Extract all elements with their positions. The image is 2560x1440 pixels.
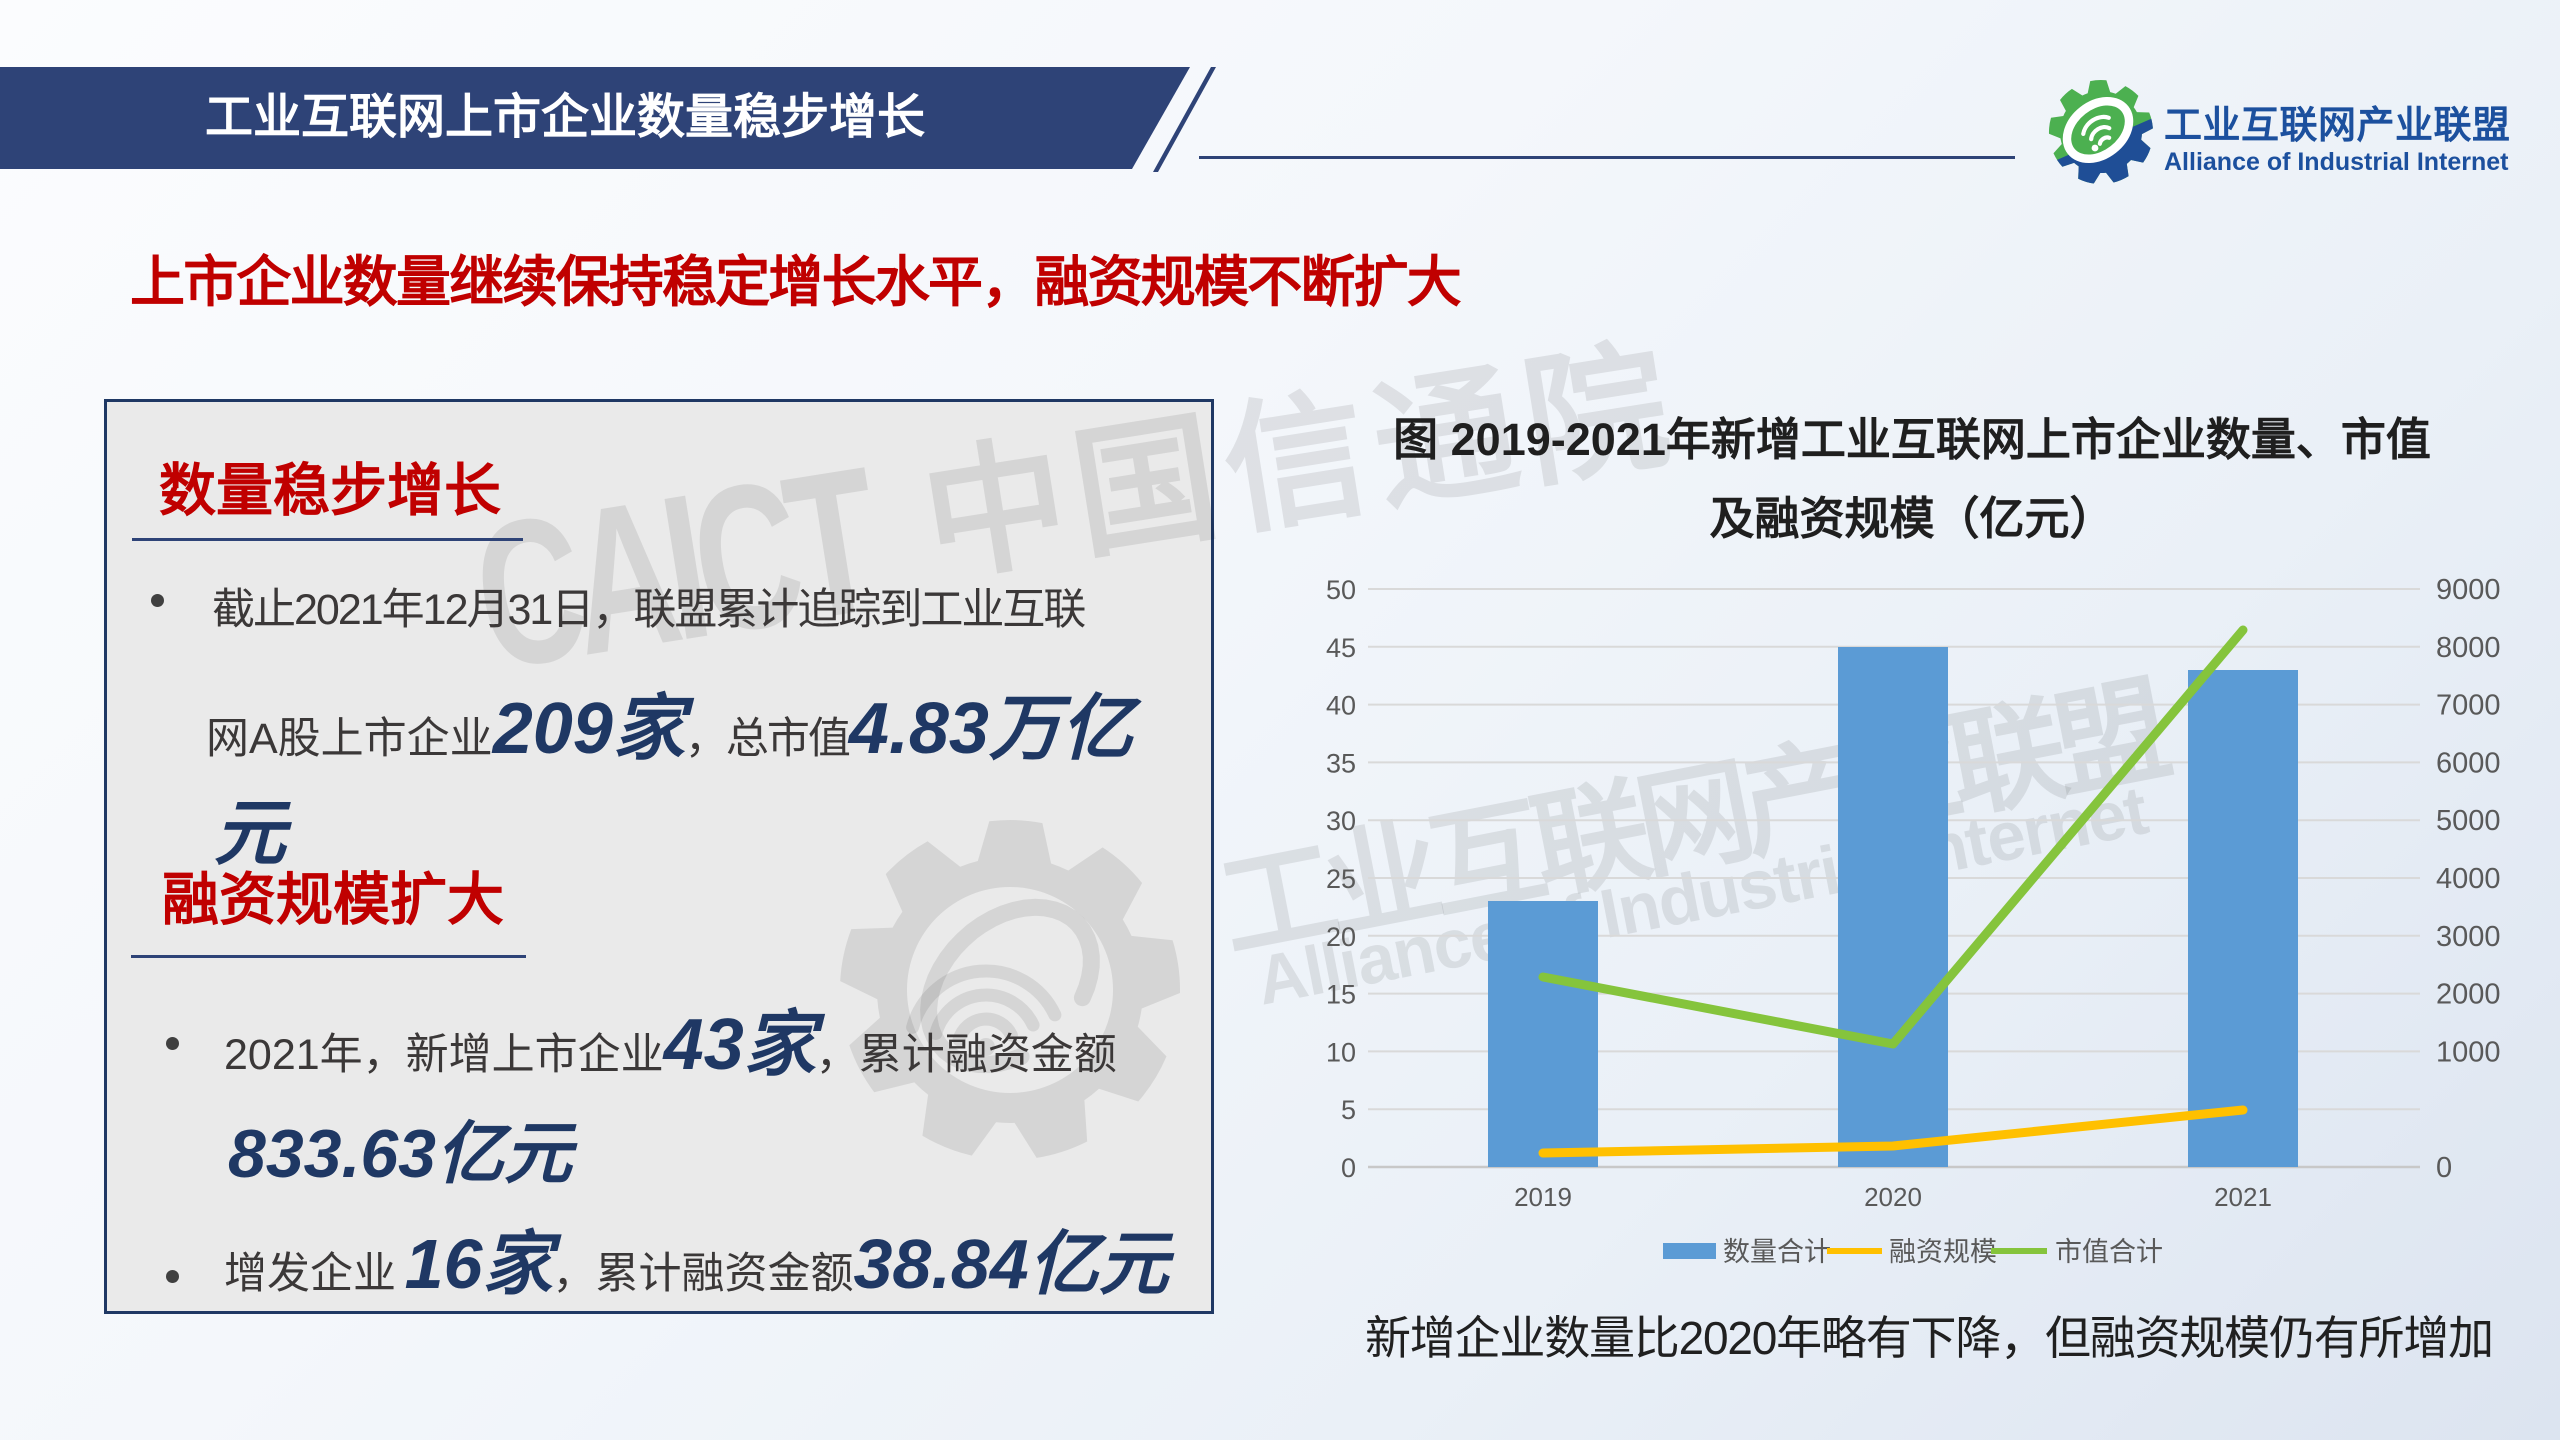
svg-text:20: 20	[1326, 922, 1356, 952]
svg-text:45: 45	[1326, 633, 1356, 663]
svg-text:10: 10	[1326, 1037, 1356, 1067]
svg-text:2020: 2020	[1864, 1182, 1922, 1212]
svg-text:40: 40	[1326, 691, 1356, 721]
svg-text:3000: 3000	[2436, 921, 2501, 953]
svg-text:5000: 5000	[2436, 805, 2501, 837]
svg-text:35: 35	[1326, 748, 1356, 778]
svg-text:2000: 2000	[2436, 979, 2501, 1011]
svg-text:9000: 9000	[2436, 574, 2501, 606]
svg-text:融资规模: 融资规模	[1889, 1237, 1997, 1267]
svg-text:1000: 1000	[2436, 1036, 2501, 1068]
svg-text:50: 50	[1326, 575, 1356, 605]
svg-text:8000: 8000	[2436, 632, 2501, 664]
svg-text:2021: 2021	[2214, 1182, 2272, 1212]
svg-text:15: 15	[1326, 980, 1356, 1010]
svg-text:市值合计: 市值合计	[2055, 1237, 2163, 1267]
svg-text:2019: 2019	[1514, 1182, 1572, 1212]
svg-text:数量合计: 数量合计	[1723, 1237, 1831, 1267]
svg-text:4000: 4000	[2436, 863, 2501, 895]
svg-text:0: 0	[1341, 1153, 1356, 1183]
svg-text:0: 0	[2436, 1152, 2452, 1184]
svg-text:7000: 7000	[2436, 690, 2501, 722]
svg-text:30: 30	[1326, 806, 1356, 836]
svg-text:25: 25	[1326, 864, 1356, 894]
svg-text:5: 5	[1341, 1095, 1356, 1125]
svg-text:6000: 6000	[2436, 747, 2501, 779]
